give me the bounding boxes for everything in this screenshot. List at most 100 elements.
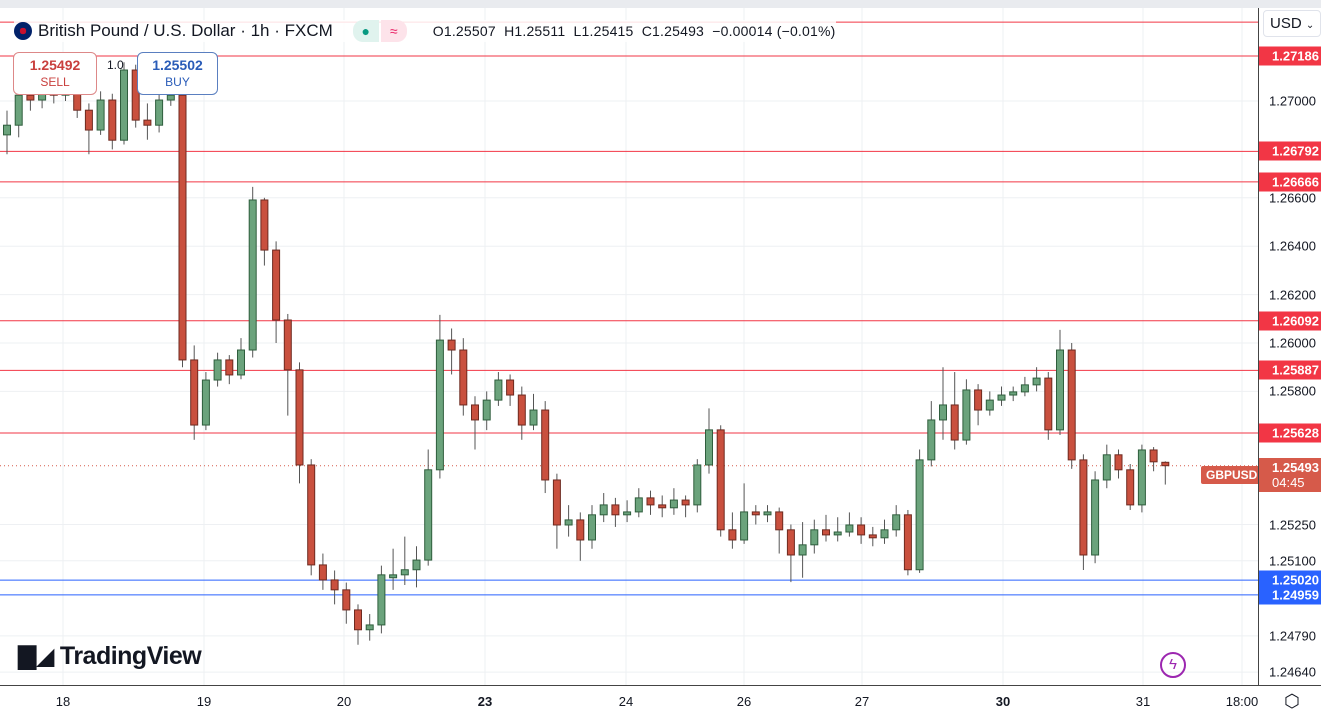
candle-body xyxy=(1149,449,1158,463)
candle-body xyxy=(939,404,947,421)
candle-body xyxy=(740,511,749,541)
candle-body xyxy=(962,389,971,441)
last-price-label: 1.25493 04:45 xyxy=(1259,458,1321,492)
price-tick: 1.26000 xyxy=(1269,335,1316,351)
candle-body xyxy=(155,99,164,126)
gbp-usd-flag-icon xyxy=(14,22,32,40)
level-label: 1.26666 xyxy=(1259,172,1321,192)
candle-body xyxy=(482,399,491,421)
candle-body xyxy=(412,559,421,571)
candle-body xyxy=(950,404,959,441)
time-tick: 30 xyxy=(995,694,1011,709)
candle-body xyxy=(576,519,585,541)
candle-body xyxy=(424,469,433,561)
settings-eye-icon[interactable]: ⬡ xyxy=(1284,691,1300,711)
level-label: 1.25020 xyxy=(1259,570,1321,590)
candle-body xyxy=(1102,454,1111,481)
level-label: 1.26792 xyxy=(1259,141,1321,161)
candle-body xyxy=(775,511,784,531)
price-axis[interactable]: USD ⌄ 1.27000 1.26600 1.26400 1.26200 1.2600… xyxy=(1258,8,1321,685)
ohlc-values: O1.25507 H1.25511 L1.25415 C1.25493 −0.0… xyxy=(433,23,836,39)
candle-body xyxy=(705,429,713,466)
candle-body xyxy=(974,389,983,411)
candle-body xyxy=(880,529,889,539)
candle-body xyxy=(1056,349,1064,431)
candle-body xyxy=(564,519,573,526)
chart-pane[interactable]: British Pound / U.S. Dollar · 1h · FXCM … xyxy=(0,8,1263,685)
candle-body xyxy=(307,464,316,566)
candle-body xyxy=(798,544,807,556)
level-label: 1.25887 xyxy=(1259,360,1321,380)
candle-body xyxy=(400,569,409,576)
candle-body xyxy=(283,319,292,371)
candle-body xyxy=(447,339,456,351)
sell-label: SELL xyxy=(40,75,70,89)
time-tick: 26 xyxy=(736,694,752,709)
symbol-title[interactable]: British Pound / U.S. Dollar · 1h · FXCM xyxy=(38,21,333,40)
ohlc-low: L1.25415 xyxy=(573,23,634,39)
candle-body xyxy=(634,497,643,513)
candle-body xyxy=(845,524,854,533)
level-label: 1.26092 xyxy=(1259,311,1321,331)
candle-body xyxy=(260,199,269,251)
candle-body xyxy=(588,514,596,541)
time-tick: 18 xyxy=(55,694,71,709)
logo-text: TradingView xyxy=(59,642,202,670)
candle-body xyxy=(517,394,526,426)
currency-select[interactable]: USD ⌄ xyxy=(1263,10,1321,37)
candle-body xyxy=(623,511,632,516)
bar-countdown: 04:45 xyxy=(1272,475,1305,490)
candle-body xyxy=(1067,349,1076,461)
data-delay-icon: ≈ xyxy=(380,20,407,42)
candlestick-chart xyxy=(0,8,1258,685)
candle-body xyxy=(786,529,795,556)
level-label: 1.25628 xyxy=(1259,423,1321,443)
candle-body xyxy=(1137,449,1146,506)
candle-body xyxy=(3,124,11,136)
candle-body xyxy=(330,579,339,591)
candle-body xyxy=(810,529,819,546)
candle-body xyxy=(14,94,23,126)
candle-body xyxy=(354,609,362,631)
candle-body xyxy=(868,534,877,539)
candle-body xyxy=(611,504,620,516)
candle-body xyxy=(669,499,678,509)
candle-body xyxy=(225,359,234,376)
ohlc-open: O1.25507 xyxy=(432,23,496,39)
candle-body xyxy=(435,339,444,471)
price-tick: 1.25100 xyxy=(1269,553,1316,569)
market-status[interactable]: ● ≈ xyxy=(352,20,407,42)
candle-body xyxy=(108,99,117,141)
time-tick: 24 xyxy=(618,694,634,709)
candle-body xyxy=(471,404,479,421)
candle-body xyxy=(248,199,257,351)
candle-body xyxy=(178,94,187,361)
candle-body xyxy=(833,531,842,536)
candle-body xyxy=(1020,384,1029,393)
candle-body xyxy=(751,511,760,516)
price-tick: 1.25250 xyxy=(1269,517,1316,532)
candle-body xyxy=(1044,377,1053,431)
buy-price: 1.25502 xyxy=(152,57,203,73)
candle-body xyxy=(903,514,912,571)
ohlc-change: −0.00014 (−0.01%) xyxy=(712,23,836,39)
candle-body xyxy=(927,419,936,461)
price-tick: 1.26600 xyxy=(1269,190,1316,206)
candle-body xyxy=(365,624,374,631)
lightning-alert-icon[interactable]: ϟ xyxy=(1160,652,1186,678)
ohlc-high: H1.25511 xyxy=(504,23,566,39)
candle-body xyxy=(166,94,175,101)
time-tick: 19 xyxy=(196,694,212,709)
tradingview-logo[interactable]: ▇◢ TradingView xyxy=(18,642,202,671)
candle-body xyxy=(693,464,702,506)
candle-body xyxy=(716,429,725,531)
candle-body xyxy=(1009,391,1018,396)
candle-body xyxy=(646,497,655,506)
buy-button[interactable]: 1.25502 BUY xyxy=(137,52,218,95)
candle-body xyxy=(318,564,327,581)
time-axis[interactable]: 18 19 20 23 24 26 27 30 31 18:00 ⬡ xyxy=(0,685,1321,717)
candle-body xyxy=(84,109,93,131)
candle-body xyxy=(1126,469,1135,506)
sell-price: 1.25492 xyxy=(29,57,81,73)
sell-button[interactable]: 1.25492 SELL xyxy=(13,52,97,95)
